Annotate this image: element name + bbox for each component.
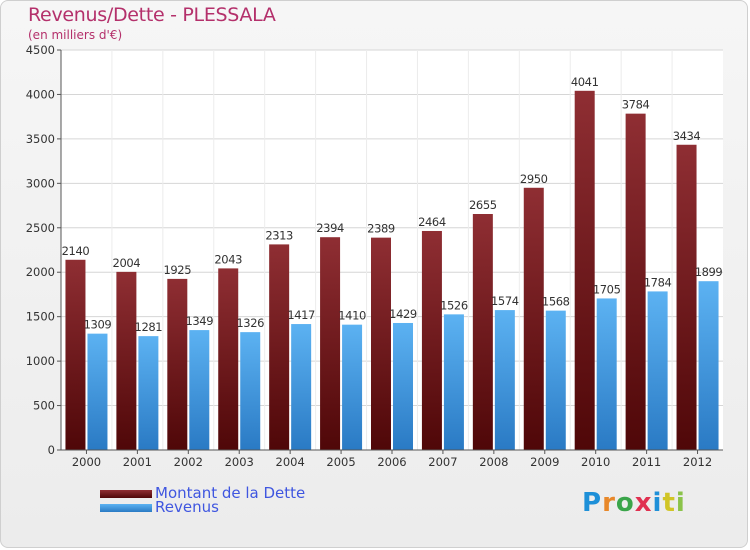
bar-revenue	[393, 322, 413, 450]
x-tick-label: 2010	[581, 455, 610, 469]
y-tick-label: 2500	[26, 221, 55, 235]
x-tick-label: 2009	[530, 455, 559, 469]
data-label-debt: 1925	[163, 263, 191, 277]
bar-revenue	[494, 310, 515, 450]
x-tick-label: 2000	[72, 455, 101, 469]
bar-revenue	[596, 298, 617, 450]
x-tick-label: 2012	[683, 455, 712, 469]
data-label-revenue: 1410	[338, 309, 366, 323]
data-label-revenue: 1526	[440, 298, 468, 312]
logo-letter: r	[602, 488, 616, 518]
data-label-debt: 2389	[367, 222, 395, 236]
x-tick-label: 2002	[174, 455, 203, 469]
x-tick-label: 2008	[479, 455, 508, 469]
logo-letter: i	[675, 488, 686, 518]
legend-item-revenue: Revenus	[100, 498, 305, 516]
bar-revenue	[443, 314, 464, 450]
y-tick-label: 1000	[26, 354, 55, 368]
y-tick-label: 4500	[26, 43, 55, 57]
legend-swatch-debt	[100, 489, 152, 498]
chart-title: Revenus/Dette - PLESSALA	[28, 4, 276, 26]
x-tick-label: 2011	[632, 455, 661, 469]
bar-debt	[116, 271, 137, 450]
data-label-revenue: 1417	[287, 308, 315, 322]
bar-debt	[625, 113, 646, 451]
x-tick-label: 2001	[123, 455, 152, 469]
bar-revenue	[545, 310, 566, 450]
logo-letter: o	[615, 488, 635, 518]
logo-letter: x	[634, 488, 653, 518]
legend-item-debt: Montant de la Dette	[100, 484, 306, 502]
y-tick-label: 0	[48, 443, 55, 457]
bar-debt	[167, 278, 188, 450]
bar-debt	[269, 244, 290, 450]
x-tick-label: 2005	[326, 455, 355, 469]
y-tick-label: 1500	[26, 310, 55, 324]
legend-label-revenue: Revenus	[155, 498, 219, 516]
proxiti-logo: Proxiti	[582, 488, 686, 518]
data-label-debt: 2464	[418, 215, 446, 229]
data-label-debt: 2313	[265, 228, 293, 242]
data-label-revenue: 1784	[644, 275, 672, 289]
data-label-revenue: 1568	[542, 295, 570, 309]
data-label-debt: 3434	[673, 129, 701, 143]
bar-debt	[421, 230, 442, 450]
bar-debt	[676, 144, 697, 450]
data-label-revenue: 1326	[236, 316, 264, 330]
data-label-revenue: 1309	[84, 318, 112, 332]
y-tick-label: 3000	[26, 176, 55, 190]
logo-letter: t	[662, 488, 676, 518]
y-tick-label: 4000	[26, 87, 55, 101]
data-label-debt: 2950	[520, 172, 548, 186]
data-label-revenue: 1705	[593, 282, 621, 296]
bar-debt	[218, 268, 239, 450]
data-label-debt: 2004	[113, 256, 141, 270]
data-label-debt: 2655	[469, 198, 497, 212]
x-tick-label: 2006	[377, 455, 406, 469]
x-tick-label: 2007	[428, 455, 457, 469]
legend-swatch-revenue	[100, 503, 152, 512]
data-label-revenue: 1349	[185, 314, 213, 328]
bar-debt	[472, 214, 493, 450]
bar-revenue	[698, 281, 719, 450]
x-tick-label: 2004	[276, 455, 305, 469]
data-label-revenue: 1899	[695, 265, 723, 279]
bar-debt	[320, 237, 341, 450]
legend-label-debt: Montant de la Dette	[155, 484, 306, 502]
bar-debt	[523, 187, 544, 450]
y-tick-label: 3500	[26, 132, 55, 146]
bar-revenue	[189, 330, 210, 450]
bar-revenue	[291, 324, 312, 450]
data-label-debt: 3784	[622, 98, 650, 112]
y-tick-label: 2000	[26, 265, 55, 279]
data-label-debt: 2394	[316, 221, 344, 235]
data-label-revenue: 1281	[135, 320, 163, 334]
data-label-revenue: 1574	[491, 294, 519, 308]
chart-subtitle: (en milliers d'€)	[28, 28, 123, 42]
bar-revenue	[647, 291, 668, 450]
logo-letter: P	[582, 488, 603, 518]
bar-debt	[574, 90, 595, 451]
bar-debt	[371, 237, 391, 450]
logo-letter: i	[652, 488, 663, 518]
data-label-debt: 2043	[214, 252, 242, 266]
x-tick-label: 2003	[225, 455, 254, 469]
data-label-debt: 2140	[62, 244, 90, 258]
bar-revenue	[240, 332, 261, 450]
data-label-debt: 4041	[571, 75, 599, 89]
bar-revenue	[138, 336, 159, 450]
bar-revenue	[342, 324, 363, 450]
bar-revenue	[87, 333, 108, 450]
data-label-revenue: 1429	[389, 307, 417, 321]
legend: Montant de la Dette Revenus	[100, 484, 306, 516]
bar-debt	[65, 259, 86, 450]
y-tick-label: 500	[33, 399, 55, 413]
